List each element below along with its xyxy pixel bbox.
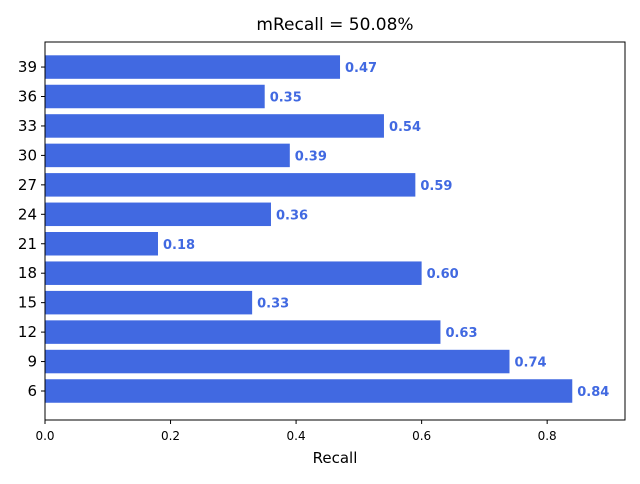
value-label-24: 0.36 bbox=[276, 208, 308, 223]
bar-39 bbox=[45, 55, 341, 79]
bar-18 bbox=[45, 261, 422, 285]
bar-21 bbox=[45, 232, 158, 256]
x-tick-label-0.8: 0.8 bbox=[538, 429, 557, 443]
x-tick-label-0.0: 0.0 bbox=[35, 429, 54, 443]
y-tick-label-24: 24 bbox=[18, 205, 37, 223]
bar-9 bbox=[45, 349, 510, 374]
y-tick-label-12: 12 bbox=[18, 323, 37, 341]
value-label-12: 0.63 bbox=[445, 326, 477, 341]
y-tick-label-30: 30 bbox=[18, 146, 37, 164]
bar-12 bbox=[45, 320, 441, 344]
bars-layer bbox=[45, 55, 573, 403]
value-label-9: 0.74 bbox=[515, 356, 547, 371]
bar-36 bbox=[45, 84, 265, 109]
value-label-21: 0.18 bbox=[163, 238, 195, 253]
bar-27 bbox=[45, 173, 416, 197]
chart-title: mRecall = 50.08% bbox=[256, 15, 413, 35]
y-tick-label-15: 15 bbox=[18, 294, 37, 312]
value-label-15: 0.33 bbox=[257, 297, 289, 312]
x-axis: 0.0 0.2 0.4 0.6 0.8 bbox=[35, 420, 557, 443]
y-axis: 6 9 12 15 18 21 24 27 30 33 36 39 bbox=[18, 58, 45, 400]
bar-33 bbox=[45, 114, 384, 138]
value-labels-layer: 0.84 0.74 0.63 0.33 0.60 0.18 0.36 0.59 0.39 0.54… bbox=[163, 61, 609, 400]
x-tick-label-0.6: 0.6 bbox=[412, 429, 431, 443]
y-tick-label-33: 33 bbox=[18, 117, 37, 135]
y-tick-label-18: 18 bbox=[18, 264, 37, 282]
x-axis-label: Recall bbox=[313, 449, 358, 467]
x-tick-label-0.2: 0.2 bbox=[161, 429, 180, 443]
value-label-36: 0.35 bbox=[270, 91, 302, 106]
plot-frame bbox=[44, 41, 626, 421]
bar-24 bbox=[45, 202, 271, 227]
y-tick-label-39: 39 bbox=[18, 58, 37, 76]
value-label-6: 0.84 bbox=[577, 385, 609, 400]
x-tick-label-0.4: 0.4 bbox=[287, 429, 306, 443]
value-label-18: 0.60 bbox=[427, 267, 459, 282]
bar-15 bbox=[45, 290, 253, 315]
y-tick-label-27: 27 bbox=[18, 176, 37, 194]
y-tick-label-9: 9 bbox=[27, 353, 37, 371]
value-label-39: 0.47 bbox=[345, 61, 377, 76]
value-label-33: 0.54 bbox=[389, 120, 421, 135]
y-tick-label-6: 6 bbox=[27, 382, 37, 400]
y-tick-label-36: 36 bbox=[18, 88, 37, 106]
bar-30 bbox=[45, 143, 290, 168]
value-label-27: 0.59 bbox=[420, 179, 452, 194]
value-label-30: 0.39 bbox=[295, 149, 327, 164]
bar-6 bbox=[45, 379, 573, 403]
y-tick-label-21: 21 bbox=[18, 235, 37, 253]
